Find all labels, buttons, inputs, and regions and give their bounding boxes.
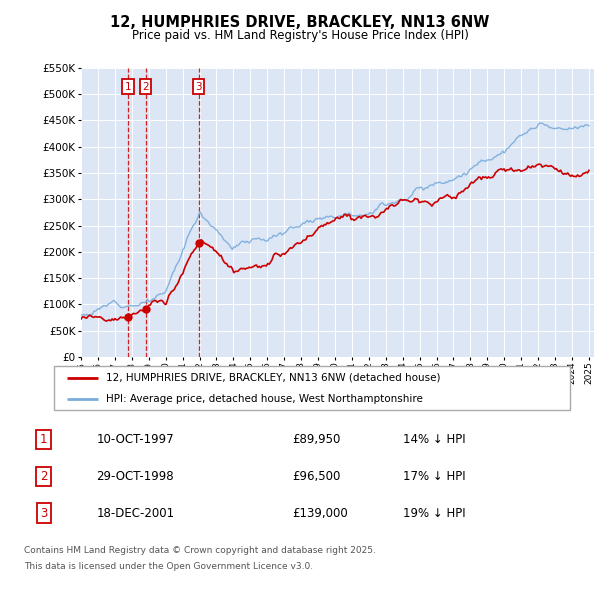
Text: 18-DEC-2001: 18-DEC-2001 xyxy=(97,507,175,520)
Text: 19% ↓ HPI: 19% ↓ HPI xyxy=(403,507,466,520)
Text: 29-OCT-1998: 29-OCT-1998 xyxy=(97,470,174,483)
Text: This data is licensed under the Open Government Licence v3.0.: This data is licensed under the Open Gov… xyxy=(24,562,313,571)
Text: 10-OCT-1997: 10-OCT-1997 xyxy=(97,433,174,446)
Text: HPI: Average price, detached house, West Northamptonshire: HPI: Average price, detached house, West… xyxy=(106,394,422,404)
Text: 3: 3 xyxy=(40,507,47,520)
FancyBboxPatch shape xyxy=(54,366,570,410)
Text: Contains HM Land Registry data © Crown copyright and database right 2025.: Contains HM Land Registry data © Crown c… xyxy=(24,546,376,555)
Text: £96,500: £96,500 xyxy=(292,470,340,483)
Text: 2: 2 xyxy=(143,81,149,91)
Text: 1: 1 xyxy=(125,81,131,91)
Text: 2: 2 xyxy=(40,470,47,483)
Text: 3: 3 xyxy=(196,81,202,91)
Text: 12, HUMPHRIES DRIVE, BRACKLEY, NN13 6NW (detached house): 12, HUMPHRIES DRIVE, BRACKLEY, NN13 6NW … xyxy=(106,373,440,383)
Text: Price paid vs. HM Land Registry's House Price Index (HPI): Price paid vs. HM Land Registry's House … xyxy=(131,30,469,42)
Text: 12, HUMPHRIES DRIVE, BRACKLEY, NN13 6NW: 12, HUMPHRIES DRIVE, BRACKLEY, NN13 6NW xyxy=(110,15,490,30)
Text: 17% ↓ HPI: 17% ↓ HPI xyxy=(403,470,466,483)
Text: 1: 1 xyxy=(40,433,47,446)
Text: 14% ↓ HPI: 14% ↓ HPI xyxy=(403,433,466,446)
Text: £139,000: £139,000 xyxy=(292,507,347,520)
Text: £89,950: £89,950 xyxy=(292,433,340,446)
